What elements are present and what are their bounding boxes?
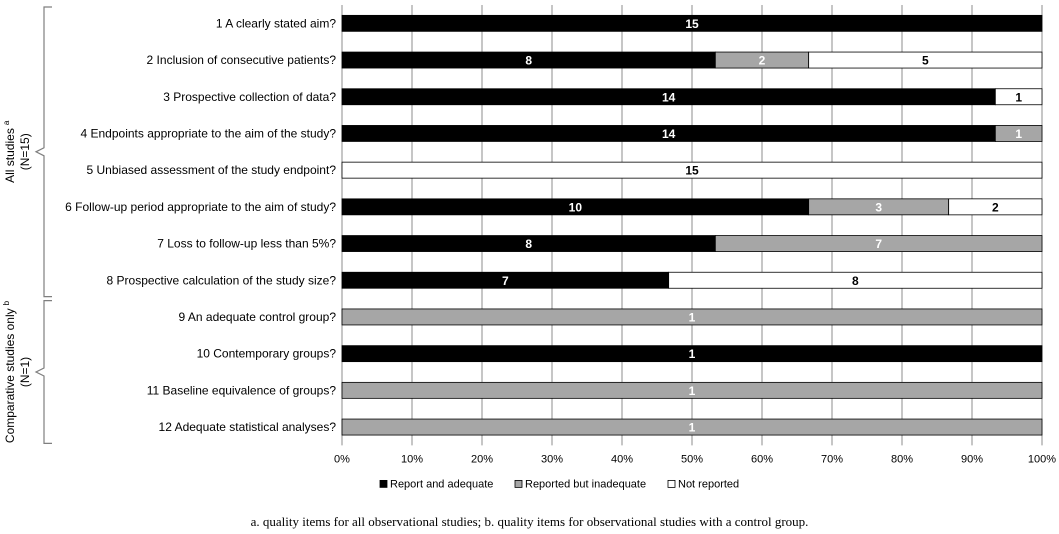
category-label: 3 Prospective collection of data? [163,90,336,104]
bar-segment [668,271,1043,289]
legend-label: Reported but inadequate [525,478,646,490]
data-label: 1 [689,421,696,435]
legend-swatch [514,479,523,488]
bar-segment [341,418,1043,436]
x-tick-label: 50% [681,453,703,465]
group-label-superscript: b [2,300,11,305]
x-tick-label: 0% [334,453,350,465]
data-label: 1 [1015,127,1022,141]
data-label: 8 [525,237,532,251]
legend-swatch [379,479,388,488]
data-label: 2 [759,54,766,68]
data-label: 14 [662,90,676,104]
category-label: 12 Adequate statistical analyses? [159,420,337,434]
data-label: 8 [852,274,859,288]
data-label: 3 [875,200,882,214]
group-label: Comparative studies only b [2,300,17,443]
legend-label: Not reported [678,478,739,490]
bar-segment [341,381,1043,399]
data-label: 14 [662,127,676,141]
x-tick-label: 80% [891,453,913,465]
x-tick-label: 30% [541,453,563,465]
data-label: 7 [502,274,509,288]
bar-segment [948,198,1043,216]
data-label: 2 [992,200,999,214]
data-label: 15 [685,17,699,31]
x-tick-label: 60% [751,453,773,465]
group-label-text: Comparative studies only [3,308,17,443]
bar-segment [341,14,1043,32]
legend-swatch [667,479,676,488]
bar-segment [341,345,1043,363]
category-label: 11 Baseline equivalence of groups? [147,383,337,397]
group-n-label: (N=1) [18,357,32,387]
category-label: 2 Inclusion of consecutive patients? [147,53,337,67]
data-label: 5 [922,54,929,68]
bar-segment [714,235,1043,252]
group-label: All studies a [2,120,17,183]
bar-segment [341,161,1043,179]
group-label-superscript: a [2,120,11,125]
data-label: 1 [689,347,696,361]
legend-label: Report and adequate [390,478,493,490]
x-tick-label: 100% [1028,453,1056,465]
category-label: 10 Contemporary groups? [197,347,337,361]
x-tick-label: 40% [611,453,633,465]
category-label: 8 Prospective calculation of the study s… [107,273,337,287]
data-label: 15 [685,164,699,178]
category-label: 7 Loss to follow-up less than 5%? [157,237,336,251]
category-label: 5 Unbiased assessment of the study endpo… [87,163,337,177]
data-label: 7 [875,237,882,251]
data-label: 1 [689,384,696,398]
x-tick-label: 90% [961,453,983,465]
category-label: 6 Follow-up period appropriate to the ai… [65,200,336,214]
stacked-bar-chart: 0% 10% 20% 30% 40% 50% 60% 70% 80% 90% 100% 1 A cle… [2,5,1056,490]
bar-segment [994,88,1043,106]
group-label-text: All studies [3,128,17,183]
group-bracket [34,6,52,298]
x-tick-label: 20% [471,453,493,465]
data-label: 1 [1015,90,1022,104]
x-tick-label: 70% [821,453,843,465]
data-label: 8 [525,54,532,68]
bar-segment [341,308,1043,326]
category-label: 1 A clearly stated aim? [216,16,336,30]
category-label: 9 An adequate control group? [179,310,337,324]
bar-segment [994,125,1043,142]
data-label: 1 [689,310,696,324]
group-bracket [34,300,52,444]
category-label: 4 Endpoints appropriate to the aim of th… [81,126,337,140]
x-tick-label: 10% [401,453,423,465]
figure-caption: a. quality items for all observational s… [250,514,809,529]
data-label: 10 [569,200,583,214]
bar-segment [808,51,1043,69]
group-n-label: (N=15) [18,133,32,170]
